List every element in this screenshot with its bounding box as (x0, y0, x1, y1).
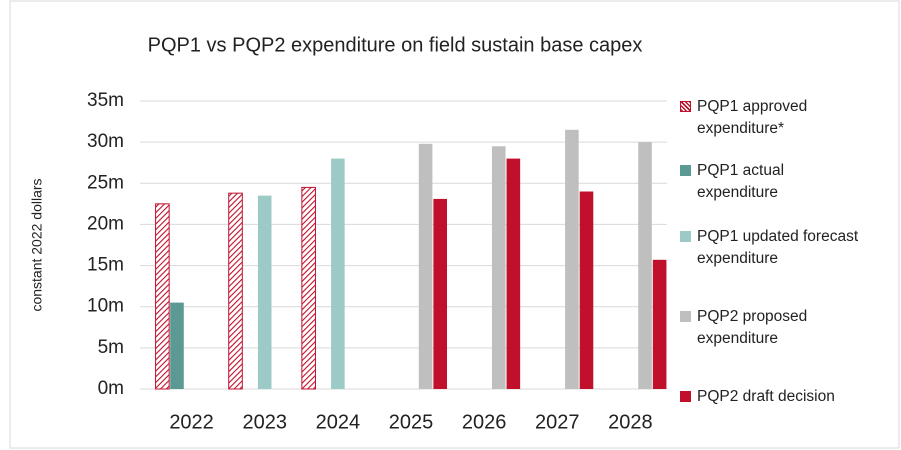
chart-border (9, 0, 900, 449)
bar (228, 192, 243, 390)
bar (257, 195, 272, 389)
x-tick-label: 2027 (535, 411, 580, 433)
legend-item: PQP1 approved expenditure* (680, 96, 895, 140)
y-tick-label: 20m (87, 213, 124, 234)
x-tick-label: 2024 (316, 411, 361, 433)
legend-swatch (680, 101, 691, 112)
y-tick-label: 10m (87, 296, 124, 317)
bar (652, 259, 667, 389)
bar (155, 203, 170, 390)
legend-item: PQP2 proposed expenditure (680, 306, 895, 350)
bar (491, 146, 506, 389)
bar (170, 302, 184, 389)
x-tick-label: 2028 (608, 411, 653, 433)
legend-swatch (680, 391, 691, 402)
bar (433, 198, 447, 389)
legend-label: PQP1 approved expenditure* (697, 98, 808, 137)
legend-label: PQP1 updated forecast expenditure (697, 228, 859, 267)
legend-label: PQP1 actual expenditure (697, 162, 785, 201)
y-tick-label: 35m (87, 90, 124, 111)
bar (418, 143, 433, 389)
legend-item: PQP1 updated forecast expenditure (680, 226, 895, 270)
y-tick-label: 15m (87, 255, 124, 276)
bar (301, 186, 316, 390)
bar (579, 191, 594, 389)
y-tick-label: 25m (87, 172, 124, 193)
chart-title: PQP1 vs PQP2 expenditure on field sustai… (148, 34, 643, 56)
y-tick-label: 30m (87, 131, 124, 152)
legend-swatch (680, 231, 691, 242)
legend-label: PQP2 draft decision (697, 388, 835, 405)
x-tick-label: 2023 (242, 411, 287, 433)
bar (638, 142, 652, 389)
legend-swatch (680, 311, 691, 322)
x-tick-label: 2025 (389, 411, 434, 433)
bar (565, 129, 579, 390)
legend-item: PQP1 actual expenditure (680, 160, 895, 204)
y-tick-label: 0m (98, 378, 124, 399)
x-tick-label: 2022 (169, 411, 214, 433)
x-tick-label: 2026 (462, 411, 507, 433)
y-tick-label: 5m (98, 337, 124, 358)
bar (331, 158, 345, 389)
bar (506, 158, 521, 389)
legend-item: PQP2 draft decision (680, 386, 895, 408)
legend-swatch (680, 165, 691, 176)
y-axis-label: constant 2022 dollars (29, 178, 45, 311)
legend-label: PQP2 proposed expenditure (697, 308, 808, 347)
